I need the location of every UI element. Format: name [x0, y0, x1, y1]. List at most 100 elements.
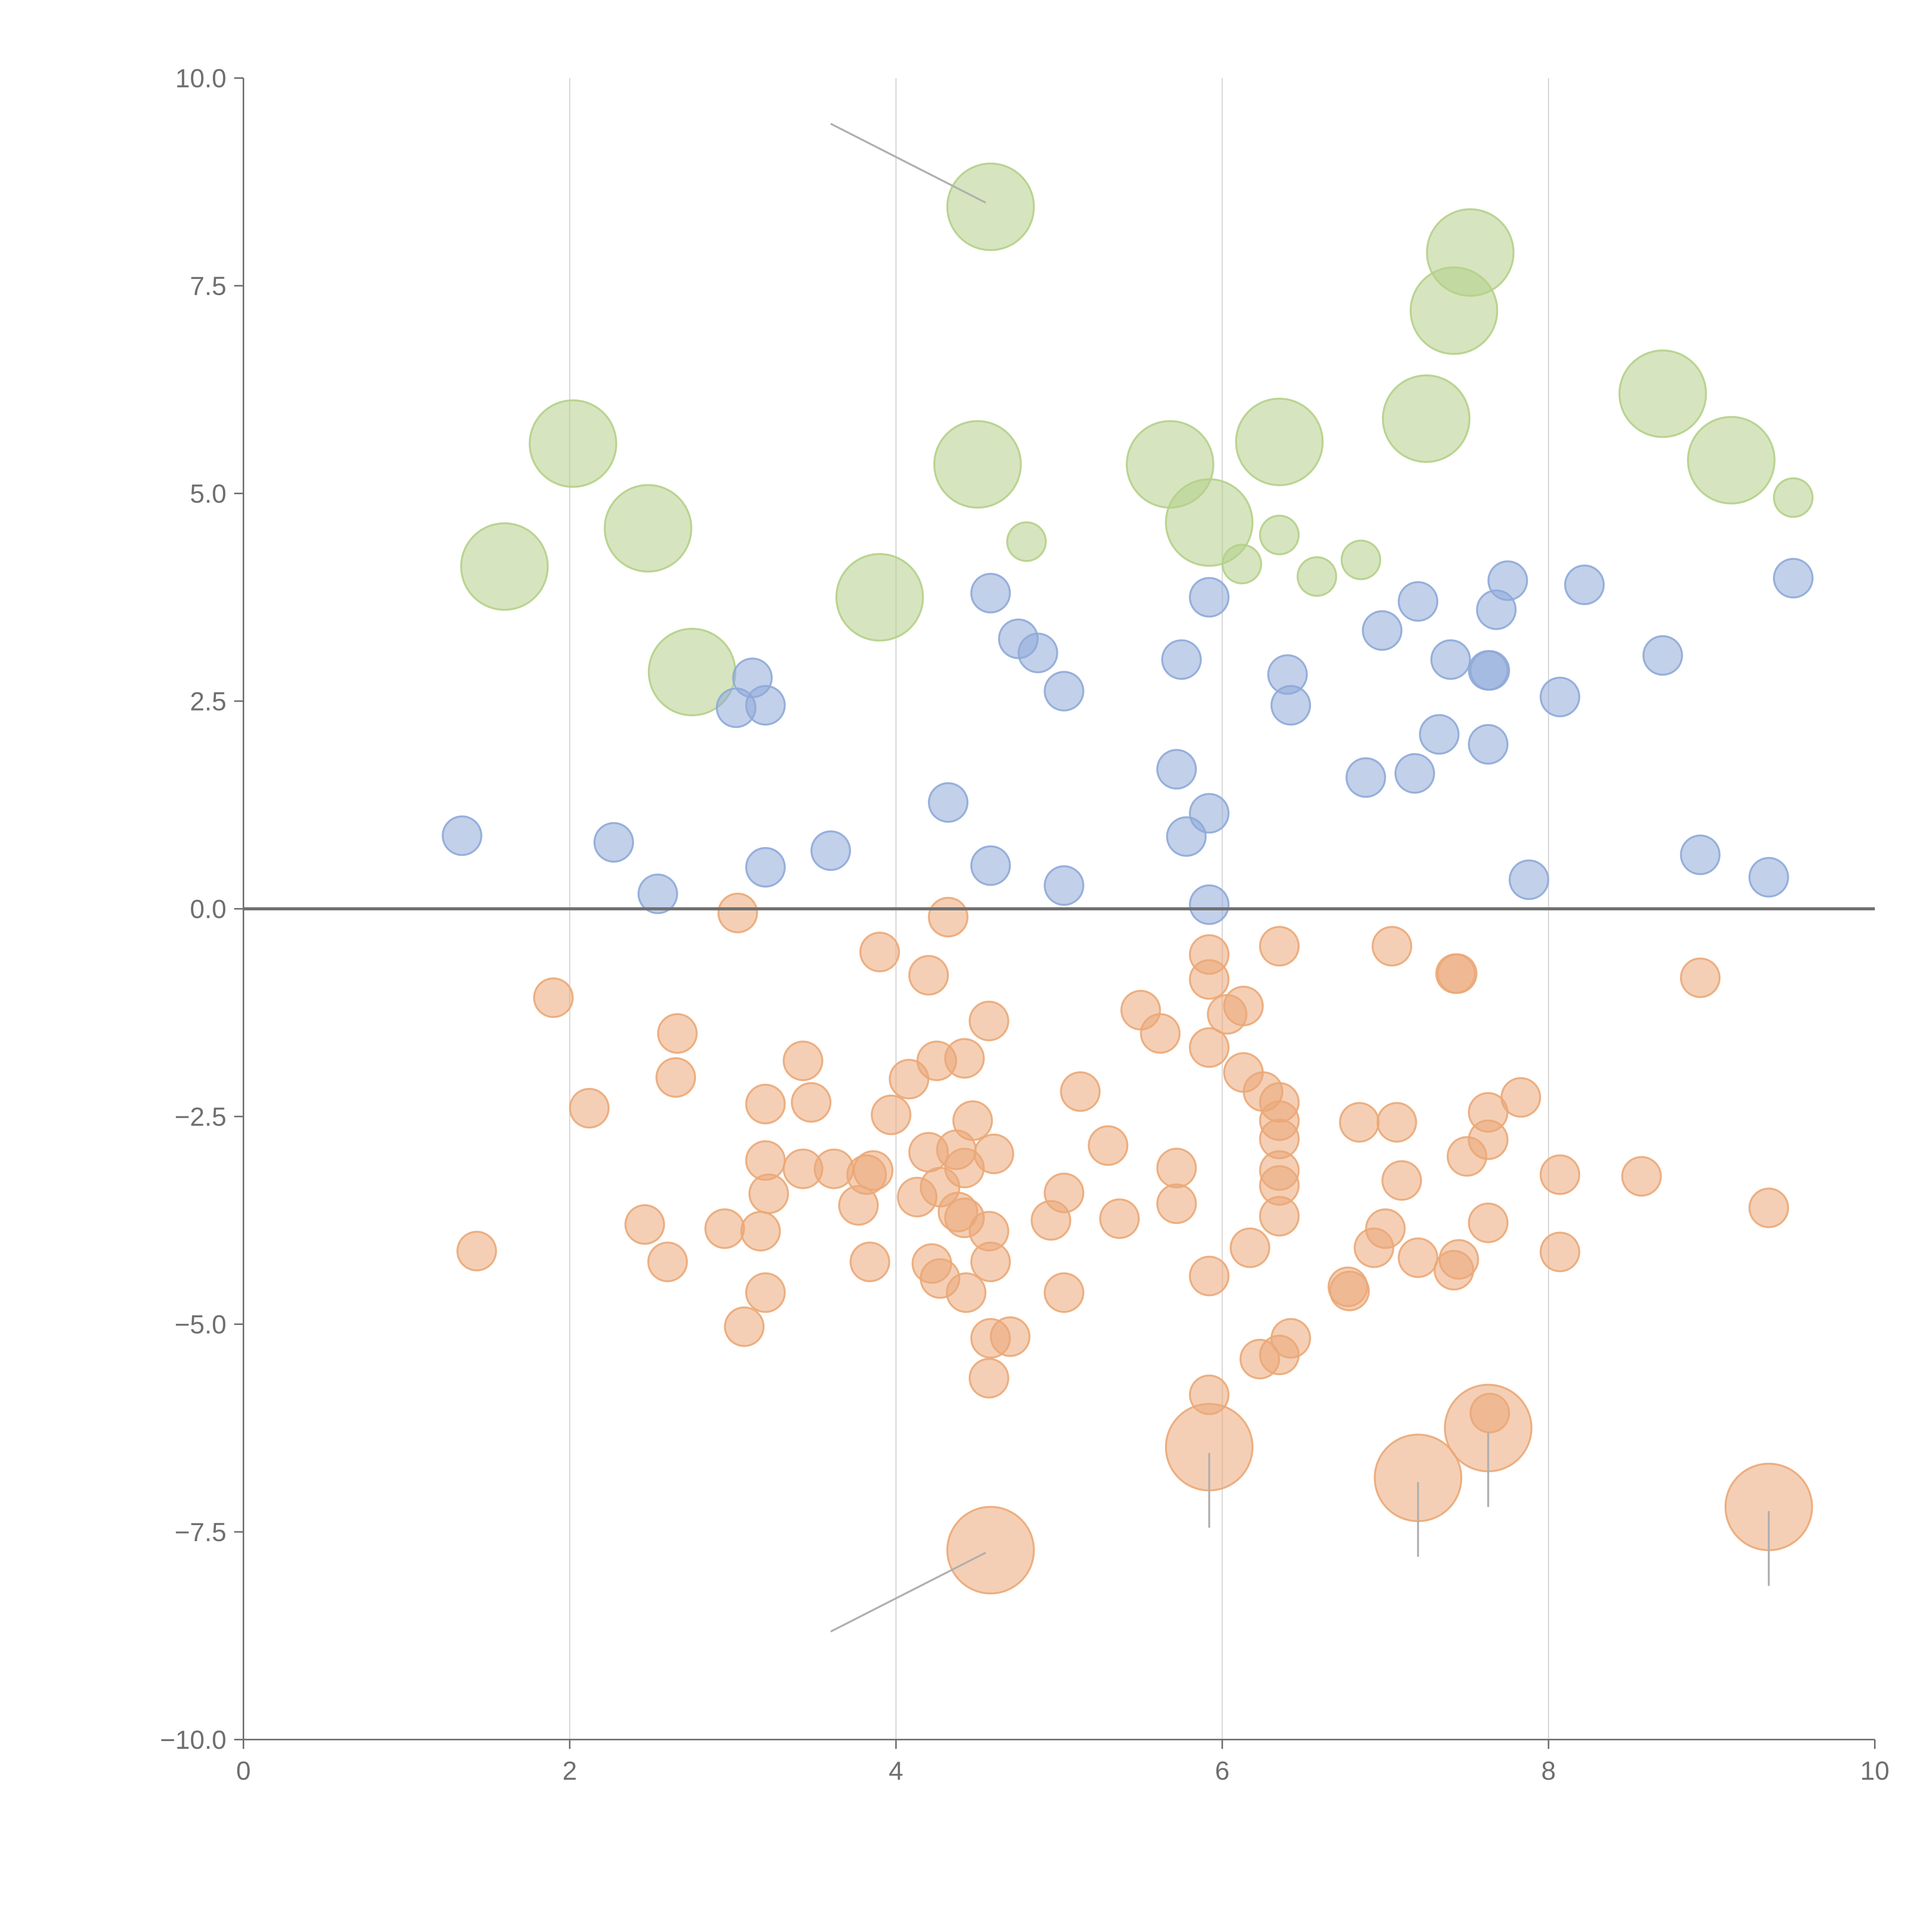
- blue-point-38: [1044, 865, 1085, 906]
- green-point-20: [1296, 556, 1337, 597]
- orange-point-60: [897, 1177, 938, 1218]
- blue-point-26: [1394, 753, 1435, 794]
- blue-point-7: [1362, 610, 1403, 651]
- orange-point-93: [724, 1306, 765, 1347]
- bubble-layer: [442, 162, 1814, 1595]
- y-tick-label: 5.0: [190, 479, 226, 509]
- orange-point-67: [1031, 1200, 1071, 1241]
- green-point-12: [460, 522, 549, 611]
- x-tick-label: 0: [236, 1756, 251, 1786]
- blue-point-39: [637, 873, 678, 914]
- blue-point-3: [1564, 565, 1605, 605]
- blue-point-27: [928, 782, 969, 823]
- blue-point-31: [593, 822, 634, 863]
- orange-point-62: [1156, 1183, 1197, 1224]
- green-point-10: [1165, 478, 1253, 567]
- blue-point-25: [1345, 757, 1386, 798]
- x-tick-label: 10: [1860, 1756, 1889, 1786]
- blue-point-29: [1166, 816, 1207, 857]
- orange-point-92: [1327, 1266, 1368, 1307]
- blue-point-23: [1468, 724, 1509, 765]
- green-point-3: [1618, 349, 1707, 438]
- orange-point-59: [748, 1173, 789, 1214]
- blue-point-1: [1189, 577, 1230, 618]
- green-point-16: [1006, 521, 1047, 562]
- green-point-0: [946, 162, 1035, 251]
- orange-point-85: [1434, 1250, 1475, 1291]
- orange-point-61: [838, 1185, 879, 1226]
- y-tick-label: 7.5: [190, 272, 226, 301]
- blue-point-12: [1642, 635, 1683, 676]
- orange-point-98: [1239, 1338, 1280, 1379]
- orange-point-24: [889, 1059, 930, 1100]
- blue-point-16: [1469, 650, 1510, 691]
- orange-point-72: [740, 1211, 781, 1252]
- x-tick-label: 8: [1541, 1756, 1556, 1786]
- orange-point-29: [569, 1088, 610, 1129]
- orange-point-106: [946, 1506, 1035, 1595]
- orange-point-70: [624, 1204, 665, 1245]
- orange-point-2: [859, 932, 900, 973]
- blue-point-34: [745, 847, 786, 888]
- green-point-5: [529, 399, 617, 488]
- blue-point-24: [1156, 749, 1197, 790]
- orange-point-68: [1099, 1198, 1140, 1239]
- orange-point-11: [533, 977, 574, 1018]
- blue-point-10: [1161, 639, 1202, 680]
- blue-point-35: [970, 845, 1011, 886]
- orange-point-87: [1189, 1255, 1230, 1296]
- blue-point-40: [1189, 884, 1230, 925]
- orange-point-36: [1339, 1102, 1380, 1143]
- green-point-2: [1410, 266, 1498, 355]
- x-tick-label: 6: [1215, 1756, 1230, 1786]
- orange-point-69: [1468, 1202, 1509, 1243]
- axis-layer: 10.0 7.5 5.0 2.5 0.0 −2.5 −5.0 −7.5 −10.0 0 2 4 6 8 10: [160, 64, 1889, 1786]
- orange-point-89: [745, 1272, 786, 1313]
- orange-point-19: [782, 1040, 823, 1081]
- orange-point-1: [928, 897, 969, 937]
- blue-point-21: [1270, 685, 1311, 726]
- orange-point-18: [1189, 1027, 1230, 1068]
- blue-point-17: [1044, 671, 1085, 712]
- blue-point-5: [1398, 581, 1439, 622]
- orange-point-95: [990, 1316, 1031, 1357]
- orange-point-55: [1381, 1160, 1422, 1201]
- green-point-17: [1259, 515, 1300, 555]
- blue-point-30: [442, 815, 483, 856]
- green-point-19: [1221, 544, 1262, 585]
- orange-point-71: [704, 1208, 745, 1249]
- orange-point-37: [1376, 1102, 1417, 1143]
- blue-point-36: [1509, 859, 1549, 900]
- orange-point-14: [1223, 986, 1264, 1027]
- green-point-13: [835, 553, 924, 642]
- orange-point-31: [791, 1082, 832, 1123]
- y-tick-label: −2.5: [175, 1102, 226, 1132]
- orange-point-8: [908, 955, 949, 996]
- orange-point-66: [1259, 1196, 1300, 1236]
- y-tick-label: −10.0: [160, 1725, 226, 1755]
- green-point-4: [1382, 374, 1471, 463]
- green-point-9: [1687, 416, 1776, 505]
- orange-point-4: [1259, 926, 1300, 967]
- orange-point-54: [1621, 1156, 1662, 1197]
- orange-point-23: [655, 1057, 696, 1098]
- leader-line-0: [830, 123, 986, 204]
- orange-point-16: [657, 1013, 698, 1054]
- green-point-7: [933, 420, 1022, 509]
- orange-point-83: [1398, 1237, 1439, 1278]
- y-tick-label: 10.0: [175, 64, 226, 93]
- blue-point-22: [1419, 714, 1460, 755]
- blue-point-37: [1748, 857, 1789, 898]
- blue-point-4: [1773, 558, 1814, 599]
- x-tick-label: 2: [562, 1756, 577, 1786]
- orange-point-10: [1680, 957, 1721, 998]
- y-tick-label: −5.0: [175, 1310, 226, 1339]
- orange-point-30: [745, 1083, 786, 1124]
- leader-line-1: [830, 1552, 986, 1633]
- green-point-18: [1340, 539, 1381, 580]
- x-tick-label: 4: [889, 1756, 903, 1786]
- orange-point-9: [1189, 959, 1230, 1000]
- orange-point-40: [1088, 1125, 1129, 1166]
- orange-point-88: [946, 1272, 986, 1313]
